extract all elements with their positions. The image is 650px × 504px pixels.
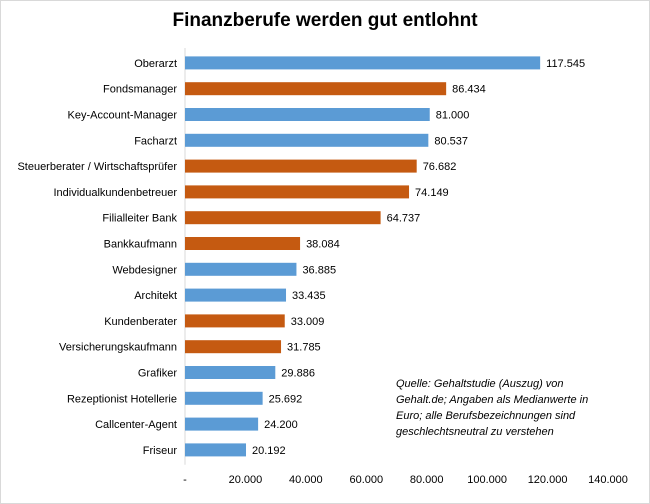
x-tick-label: 20.000 xyxy=(229,474,263,486)
chart-title: Finanzberufe werden gut entlohnt xyxy=(172,10,478,31)
category-label: Filialleiter Bank xyxy=(102,213,177,225)
data-label: 38.084 xyxy=(306,239,340,251)
data-label: 24.200 xyxy=(264,419,298,431)
x-tick-label: 100.000 xyxy=(467,474,507,486)
bar xyxy=(185,82,447,96)
data-label: 33.009 xyxy=(291,316,325,328)
bar xyxy=(185,340,282,354)
data-label: 31.785 xyxy=(287,342,321,354)
category-label: Webdesigner xyxy=(112,264,177,276)
data-label: 117.545 xyxy=(546,58,585,70)
category-label: Kundenberater xyxy=(104,316,177,328)
category-label: Key-Account-Manager xyxy=(68,110,178,122)
data-label: 81.000 xyxy=(436,110,470,122)
data-label: 20.192 xyxy=(252,445,286,457)
data-label: 86.434 xyxy=(452,84,486,96)
category-label: Rezeptionist Hotellerie xyxy=(67,393,177,405)
category-label: Individualkundenbetreuer xyxy=(53,187,177,199)
bar xyxy=(185,159,417,173)
data-label: 29.886 xyxy=(281,368,315,380)
category-label: Architekt xyxy=(134,290,177,302)
data-label: 74.149 xyxy=(415,187,449,199)
bar xyxy=(185,288,287,302)
bar xyxy=(185,237,301,250)
bar xyxy=(185,366,276,379)
category-label: Steuerberater / Wirtschaftsprüfer xyxy=(17,161,177,173)
data-label: 25.692 xyxy=(269,393,303,405)
data-label: 33.435 xyxy=(292,290,326,302)
bar xyxy=(185,443,247,457)
category-label: Versicherungskaufmann xyxy=(59,342,177,354)
data-label: 80.537 xyxy=(434,135,468,147)
category-label: Facharzt xyxy=(134,135,177,147)
bar xyxy=(185,262,297,276)
x-tick-label: 80.000 xyxy=(410,474,444,486)
x-tick-label: 140.000 xyxy=(588,474,628,486)
bar xyxy=(185,185,410,199)
data-label: 76.682 xyxy=(423,161,457,173)
x-tick-label: - xyxy=(183,474,187,486)
data-label: 64.737 xyxy=(387,213,421,225)
x-tick-label: 120.000 xyxy=(528,474,568,486)
category-label: Friseur xyxy=(143,445,178,457)
bar xyxy=(185,56,541,70)
bar xyxy=(185,314,285,328)
category-label: Oberarzt xyxy=(134,58,177,70)
category-label: Bankkaufmann xyxy=(104,239,177,251)
bar xyxy=(185,211,381,225)
bar xyxy=(185,133,429,147)
category-label: Callcenter-Agent xyxy=(95,419,177,431)
x-tick-label: 40.000 xyxy=(289,474,323,486)
data-label: 36.885 xyxy=(302,264,336,276)
bar xyxy=(185,417,259,431)
x-tick-label: 60.000 xyxy=(349,474,383,486)
bar xyxy=(185,108,430,121)
category-label: Fondsmanager xyxy=(103,84,177,96)
category-label: Grafiker xyxy=(138,368,177,380)
bar xyxy=(185,391,263,405)
source-note: Quelle: Gehaltstudie (Auszug) von Gehalt… xyxy=(396,378,589,438)
